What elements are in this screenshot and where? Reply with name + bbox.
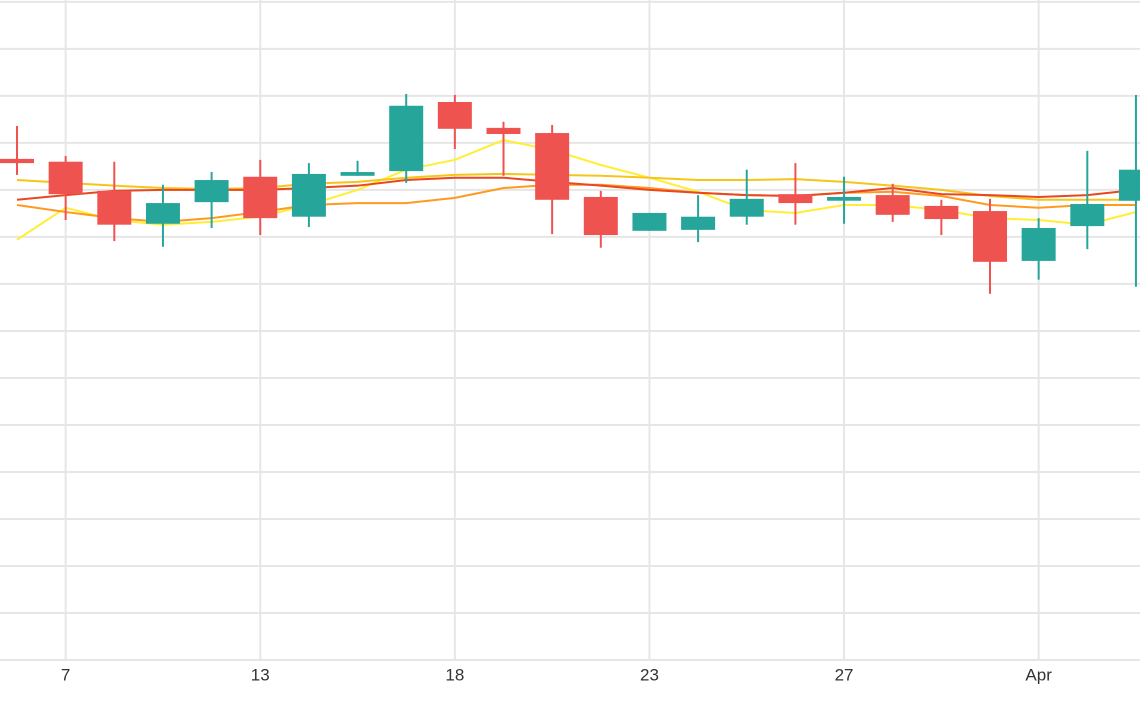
candle-body: [1021, 227, 1056, 261]
candle-body: [194, 180, 229, 203]
candle-body: [583, 196, 618, 236]
candle-body: [632, 212, 667, 231]
candle-body: [973, 211, 1007, 262]
candle-body: [924, 205, 959, 220]
moving-average-line: [16, 172, 1136, 201]
candle-body: [1118, 169, 1140, 201]
candle-body: [729, 198, 764, 217]
candle-body: [48, 161, 83, 195]
candle-body: [437, 102, 472, 129]
candle-body: [0, 158, 34, 164]
x-tick-label: Apr: [1025, 665, 1052, 684]
x-tick-label: 23: [640, 665, 659, 684]
candle-body: [389, 105, 424, 172]
x-tick-label: 18: [445, 665, 464, 684]
candle-body: [827, 196, 862, 201]
candle-body: [535, 133, 570, 200]
candle-body: [145, 203, 180, 224]
x-tick-label: 27: [835, 665, 854, 684]
candle-body: [291, 173, 326, 217]
candle-body: [875, 195, 910, 215]
candle-body: [486, 127, 521, 134]
x-tick-label: 13: [251, 665, 270, 684]
candle-body: [340, 172, 375, 176]
candle-body: [1070, 204, 1105, 227]
candle-body: [681, 216, 716, 230]
candle-body: [778, 194, 813, 204]
candle-body: [243, 176, 278, 219]
candle-body: [97, 190, 132, 225]
x-tick-label: 7: [61, 665, 70, 684]
